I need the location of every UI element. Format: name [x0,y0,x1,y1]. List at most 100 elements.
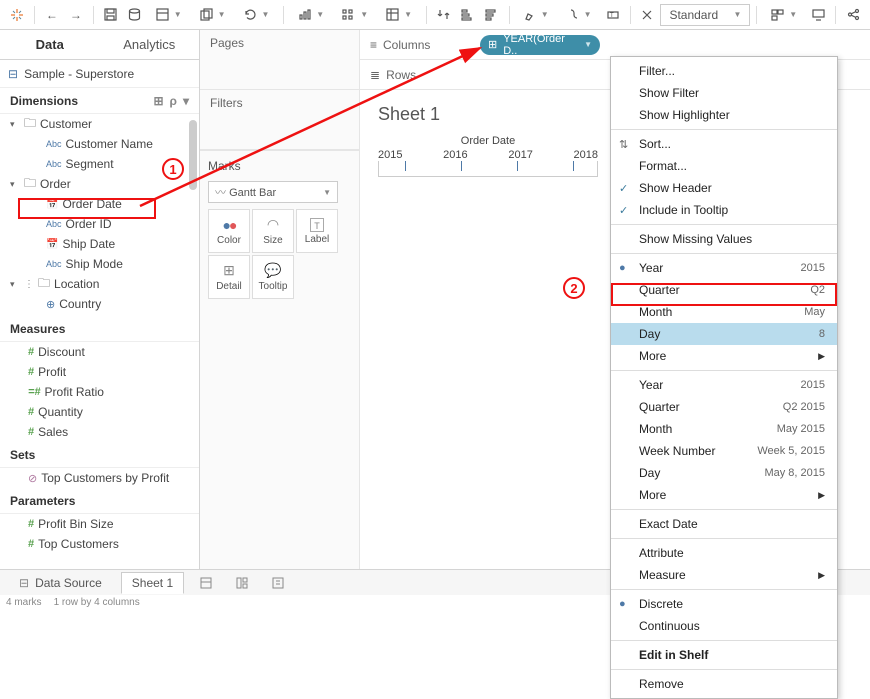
fit-selector[interactable]: Standard▼ [660,4,750,26]
fix-axes-button[interactable] [636,3,658,27]
menu-show-missing[interactable]: Show Missing Values [611,228,837,250]
save-button[interactable] [100,3,122,27]
mark-tooltip[interactable]: 💬Tooltip [252,255,294,299]
menu-attribute[interactable]: Attribute [611,542,837,564]
new-worksheet-button[interactable]: ▼ [148,3,190,27]
menu-month-2[interactable]: MonthMay 2015 [611,418,837,440]
check-icon: ✓ [619,182,628,195]
menu-week-number[interactable]: Week NumberWeek 5, 2015 [611,440,837,462]
highlight-button[interactable]: ▼ [516,3,557,27]
new-sheet-button[interactable] [192,572,220,594]
menu-remove[interactable]: Remove [611,673,837,695]
param-profit-bin[interactable]: #Profit Bin Size [0,514,199,534]
field-quantity[interactable]: #Quantity [0,402,199,422]
tab-data[interactable]: Data [0,30,100,59]
menu-show-header[interactable]: ✓Show Header [611,177,837,199]
field-sales[interactable]: #Sales [0,422,199,442]
show-cards-button[interactable]: ▼ [763,3,805,27]
dimensions-header: Dimensions ⊞ρ▾ [0,88,199,114]
menu-show-filter[interactable]: Show Filter [611,82,837,104]
param-top-customers[interactable]: #Top Customers [0,534,199,554]
menu-day[interactable]: Day8 [611,323,837,345]
menu-year-2[interactable]: Year2015 [611,374,837,396]
folder-location[interactable]: ▾⋮🗀Location [0,274,199,294]
field-country[interactable]: ⊕Country [0,294,199,314]
cards-column: Pages Filters Marks 〰 Gantt Bar▼ ●●Color… [200,30,360,578]
menu-edit-shelf[interactable]: Edit in Shelf [611,644,837,666]
mark-type-selector[interactable]: 〰 Gantt Bar▼ [208,181,338,203]
pill-label: YEAR(Order D.. [503,35,578,55]
sort-asc-button[interactable]: ▼ [334,3,376,27]
menu-year[interactable]: ●Year2015 [611,257,837,279]
filters-shelf[interactable]: Filters [200,90,359,150]
new-dashboard-button[interactable] [228,572,256,594]
mark-label[interactable]: TLabel [296,209,338,253]
menu-sort[interactable]: ⇅Sort... [611,133,837,155]
year-headers: 2015201620172018 [378,149,598,161]
new-data-button[interactable] [124,3,146,27]
mark-color[interactable]: ●●Color [208,209,250,253]
show-labels-button[interactable]: T [602,3,624,27]
menu-caret-icon[interactable]: ▾ [183,94,189,108]
group-button[interactable]: ▼ [559,3,600,27]
new-story-button[interactable] [264,572,292,594]
menu-more-1[interactable]: More▶ [611,345,837,367]
scrollbar-thumb[interactable] [189,120,197,190]
field-segment[interactable]: AbcSegment [0,154,199,174]
tab-sheet-1[interactable]: Sheet 1 [121,572,184,594]
tab-analytics[interactable]: Analytics [100,30,200,59]
sort-asc-icon-button[interactable] [457,3,479,27]
pages-shelf[interactable]: Pages [200,30,359,90]
search-icon[interactable]: ρ [170,94,177,108]
duplicate-button[interactable]: ▼ [192,3,234,27]
forward-button[interactable]: → [65,3,87,27]
svg-text:T: T [610,13,614,19]
mark-detail[interactable]: ⊞Detail [208,255,250,299]
datasource-icon: ⊟ [8,67,18,81]
measures-header: Measures [0,316,199,342]
field-ship-mode[interactable]: AbcShip Mode [0,254,199,274]
menu-continuous[interactable]: Continuous [611,615,837,637]
swap-rows-cols-button[interactable] [433,3,455,27]
menu-measure[interactable]: Measure▶ [611,564,837,586]
share-button[interactable] [842,3,864,27]
menu-month[interactable]: MonthMay [611,301,837,323]
sort-desc-icon-button[interactable] [481,3,503,27]
datasource-row[interactable]: ⊟ Sample - Superstore [0,60,199,88]
menu-exact-date[interactable]: Exact Date [611,513,837,535]
back-button[interactable]: ← [41,3,63,27]
menu-quarter[interactable]: QuarterQ2 [611,279,837,301]
field-order-date[interactable]: 📅Order Date [0,194,199,214]
view-grid-icon[interactable]: ⊞ [153,94,163,108]
tab-data-source[interactable]: ⊟Data Source [8,572,113,594]
folder-order[interactable]: ▾🗀Order [0,174,199,194]
set-top-customers[interactable]: ⊘Top Customers by Profit [0,468,199,488]
presentation-button[interactable] [807,3,829,27]
menu-day-2[interactable]: DayMay 8, 2015 [611,462,837,484]
folder-customer[interactable]: ▾🗀Customer [0,114,199,134]
menu-format[interactable]: Format... [611,155,837,177]
field-profit-ratio[interactable]: =#Profit Ratio [0,382,199,402]
menu-include-tooltip[interactable]: ✓Include in Tooltip [611,199,837,221]
field-ship-date[interactable]: 📅Ship Date [0,234,199,254]
menu-quarter-2[interactable]: QuarterQ2 2015 [611,396,837,418]
top-toolbar: ← → ▼ ▼ ▼ ▼ ▼ ▼ ▼ ▼ T Standard▼ ▼ [0,0,870,30]
field-customer-name[interactable]: AbcCustomer Name [0,134,199,154]
tableau-logo-icon[interactable] [6,3,28,27]
data-pane: Data Analytics ⊟ Sample - Superstore Dim… [0,30,200,578]
menu-discrete[interactable]: ●Discrete [611,593,837,615]
menu-filter[interactable]: Filter... [611,60,837,82]
totals-button[interactable]: ▼ [378,3,420,27]
field-order-id[interactable]: AbcOrder ID [0,214,199,234]
menu-more-2[interactable]: More▶ [611,484,837,506]
menu-show-highlighter[interactable]: Show Highlighter [611,104,837,126]
pill-context-menu: Filter... Show Filter Show Highlighter ⇅… [610,56,838,699]
pill-year-order-date[interactable]: ⊞YEAR(Order D..▼ [480,35,600,55]
field-discount[interactable]: #Discount [0,342,199,362]
mark-size[interactable]: ◠Size [252,209,294,253]
clear-button[interactable]: ▼ [236,3,278,27]
swap-button[interactable]: ▼ [290,3,332,27]
field-profit[interactable]: #Profit [0,362,199,382]
sets-header: Sets [0,442,199,468]
check-icon: ✓ [619,204,628,217]
